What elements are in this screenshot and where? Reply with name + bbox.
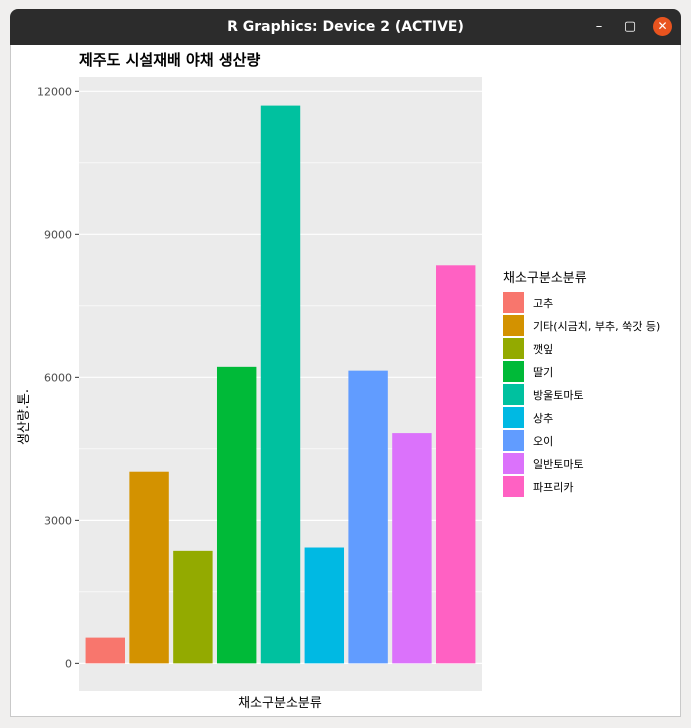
legend-key-1: [503, 292, 524, 313]
plot-panel: 0 3000 6000 9000 12000: [37, 77, 482, 691]
legend-key-7: [503, 430, 524, 451]
bar-chart: 0 3000 6000 9000 12000 제주도 시설재배 야채 생산량 채소구분소…: [17, 51, 660, 711]
title-bar[interactable]: R Graphics: Device 2 (ACTIVE) – ▢ ✕: [10, 9, 681, 45]
bar-5: [260, 105, 301, 664]
y-tick-label: 0: [65, 657, 72, 670]
legend-label-5: 방울토마토: [533, 389, 584, 402]
legend-key-5: [503, 384, 524, 405]
bar-1: [85, 637, 125, 664]
y-tick-label: 9000: [44, 228, 72, 241]
legend-key-6: [503, 407, 524, 428]
legend-label-4: 딸기: [533, 366, 553, 379]
plot-canvas: 0 3000 6000 9000 12000 제주도 시설재배 야채 생산량 채소구분소…: [10, 45, 681, 717]
y-tick-label: 6000: [44, 371, 72, 384]
x-axis-title: 채소구분소분류: [238, 696, 322, 711]
legend-key-2: [503, 315, 524, 336]
legend-label-1: 고추: [533, 297, 553, 310]
legend-label-8: 일반토마토: [533, 457, 584, 471]
legend-key-3: [503, 338, 524, 359]
window-title: R Graphics: Device 2 (ACTIVE): [227, 19, 464, 35]
y-axis-title: 생산량.톤.: [17, 389, 32, 445]
legend-label-3: 깻잎: [533, 343, 553, 356]
minimize-icon[interactable]: –: [595, 19, 603, 34]
y-tick-label: 3000: [44, 514, 72, 527]
legend-label-6: 상추: [533, 412, 553, 425]
legend-label-7: 오이: [533, 435, 553, 448]
legend-key-8: [503, 453, 524, 474]
legend-label-9: 파프리카: [533, 481, 573, 494]
legend-label-2: 기타(시금치, 부추, 쑥갓 등): [533, 320, 660, 333]
maximize-icon[interactable]: ▢: [623, 19, 637, 34]
bar-7: [348, 370, 388, 664]
y-tick-label: 12000: [37, 85, 72, 98]
bar-3: [173, 550, 213, 664]
bar-2: [129, 471, 169, 664]
chart-title: 제주도 시설재배 야채 생산량: [79, 51, 260, 69]
bar-9: [436, 265, 476, 664]
bar-4: [216, 366, 257, 664]
close-icon[interactable]: ✕: [653, 17, 672, 36]
bar-8: [392, 433, 432, 664]
legend-title: 채소구분소분류: [503, 271, 587, 286]
bar-6: [304, 547, 345, 664]
legend-key-4: [503, 361, 524, 382]
legend-key-9: [503, 476, 524, 497]
